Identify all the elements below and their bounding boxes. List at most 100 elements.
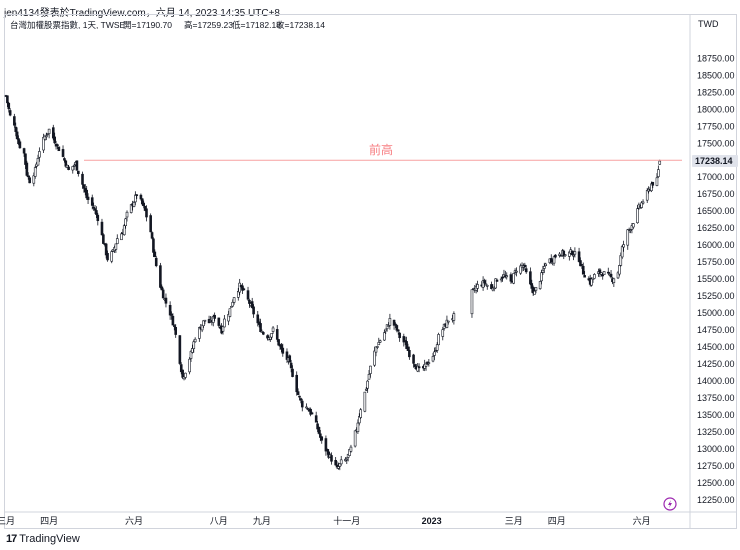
- candle: [153, 249, 157, 258]
- candle: [61, 145, 65, 158]
- candle-body: [622, 244, 625, 248]
- candle-body: [636, 208, 639, 224]
- candle: [295, 371, 299, 396]
- candle-body: [28, 177, 31, 184]
- candle-body: [90, 197, 94, 206]
- candle: [242, 287, 246, 291]
- chart-frame: [4, 14, 737, 529]
- candle: [408, 346, 411, 360]
- time-tick-label: 三月: [505, 516, 523, 526]
- candle: [189, 349, 193, 363]
- candle: [334, 457, 337, 466]
- time-tick-label: 六月: [633, 515, 651, 526]
- candle-body: [189, 351, 193, 359]
- candle: [114, 243, 118, 253]
- candle-body: [231, 301, 235, 307]
- candle: [378, 339, 382, 343]
- time-tick-label: 三月: [0, 516, 15, 526]
- candle: [606, 267, 610, 275]
- candle-body: [554, 254, 557, 258]
- candle-body: [120, 233, 123, 241]
- price-axis: 12250.00 12500.00 12750.00 13000.00 13250.00…: [697, 53, 735, 504]
- candle: [53, 132, 56, 145]
- price-tick-label: 17000.00: [697, 172, 735, 182]
- candle-body: [334, 460, 337, 466]
- candle: [178, 334, 182, 366]
- legend-symbol: 台灣加權股票指數, 1天, TWSE: [10, 20, 126, 30]
- candle: [252, 304, 255, 318]
- candle-body: [124, 218, 127, 227]
- candle: [373, 346, 376, 367]
- candle: [246, 286, 250, 301]
- candle: [135, 194, 139, 199]
- candle: [281, 343, 285, 357]
- candle-body: [100, 221, 104, 236]
- candle-body: [161, 289, 165, 299]
- candle: [285, 348, 289, 363]
- candle: [192, 339, 196, 353]
- candle-body: [540, 272, 543, 282]
- candle: [150, 231, 154, 240]
- candle: [512, 272, 515, 285]
- candle-body: [394, 323, 397, 326]
- candle-body: [447, 320, 450, 323]
- candle-body: [512, 273, 515, 284]
- candle-body: [570, 250, 574, 255]
- candle-body: [61, 149, 65, 157]
- candle: [359, 407, 362, 419]
- candle-body: [534, 287, 538, 291]
- candle: [152, 237, 155, 258]
- candle: [38, 147, 41, 162]
- candle-body: [577, 251, 581, 262]
- candle: [110, 249, 114, 264]
- candle: [71, 166, 75, 174]
- candle: [115, 234, 119, 245]
- candle-body: [591, 277, 595, 280]
- candle: [324, 435, 328, 456]
- price-tick-label: 18750.00: [697, 53, 735, 63]
- candle: [122, 224, 126, 236]
- candle-body: [25, 162, 29, 176]
- candle-body: [314, 415, 318, 423]
- tradingview-branding[interactable]: 17 TradingView: [6, 533, 80, 545]
- candle-body: [435, 344, 439, 351]
- candle: [577, 247, 581, 263]
- time-tick-label: 十一月: [333, 515, 360, 526]
- candle: [77, 170, 80, 177]
- candle-body: [22, 148, 26, 154]
- candle: [96, 212, 100, 226]
- candle: [598, 267, 602, 278]
- candle: [570, 250, 574, 256]
- candle-body: [192, 341, 196, 349]
- candle-body: [641, 201, 645, 204]
- candle-body: [541, 269, 545, 273]
- candle-body: [494, 278, 497, 289]
- candle: [618, 264, 621, 277]
- candle: [593, 273, 596, 279]
- candle-body: [495, 279, 499, 282]
- candle-body: [77, 170, 80, 175]
- candle: [612, 277, 616, 287]
- candle-body: [102, 234, 105, 244]
- lightning-icon[interactable]: [663, 497, 677, 511]
- candle-body: [533, 290, 536, 295]
- candle: [562, 249, 566, 260]
- candle-body: [363, 391, 367, 412]
- price-tick-label: 18000.00: [697, 104, 735, 114]
- candle-body: [171, 315, 175, 326]
- candle-body: [349, 446, 353, 452]
- candle-body: [369, 365, 372, 374]
- candle-body: [383, 332, 386, 341]
- candle: [81, 171, 84, 189]
- publish-info: jen4134發表於TradingView.com，六月 14, 2023 14…: [4, 8, 280, 19]
- candle: [104, 242, 108, 259]
- candle: [484, 279, 488, 286]
- candle: [433, 347, 436, 360]
- candle: [13, 113, 16, 128]
- candle-body: [96, 214, 100, 222]
- candle: [168, 301, 172, 320]
- candle-body: [306, 408, 310, 410]
- candle-body: [93, 208, 97, 211]
- candle-body: [64, 160, 68, 167]
- candle: [275, 325, 279, 342]
